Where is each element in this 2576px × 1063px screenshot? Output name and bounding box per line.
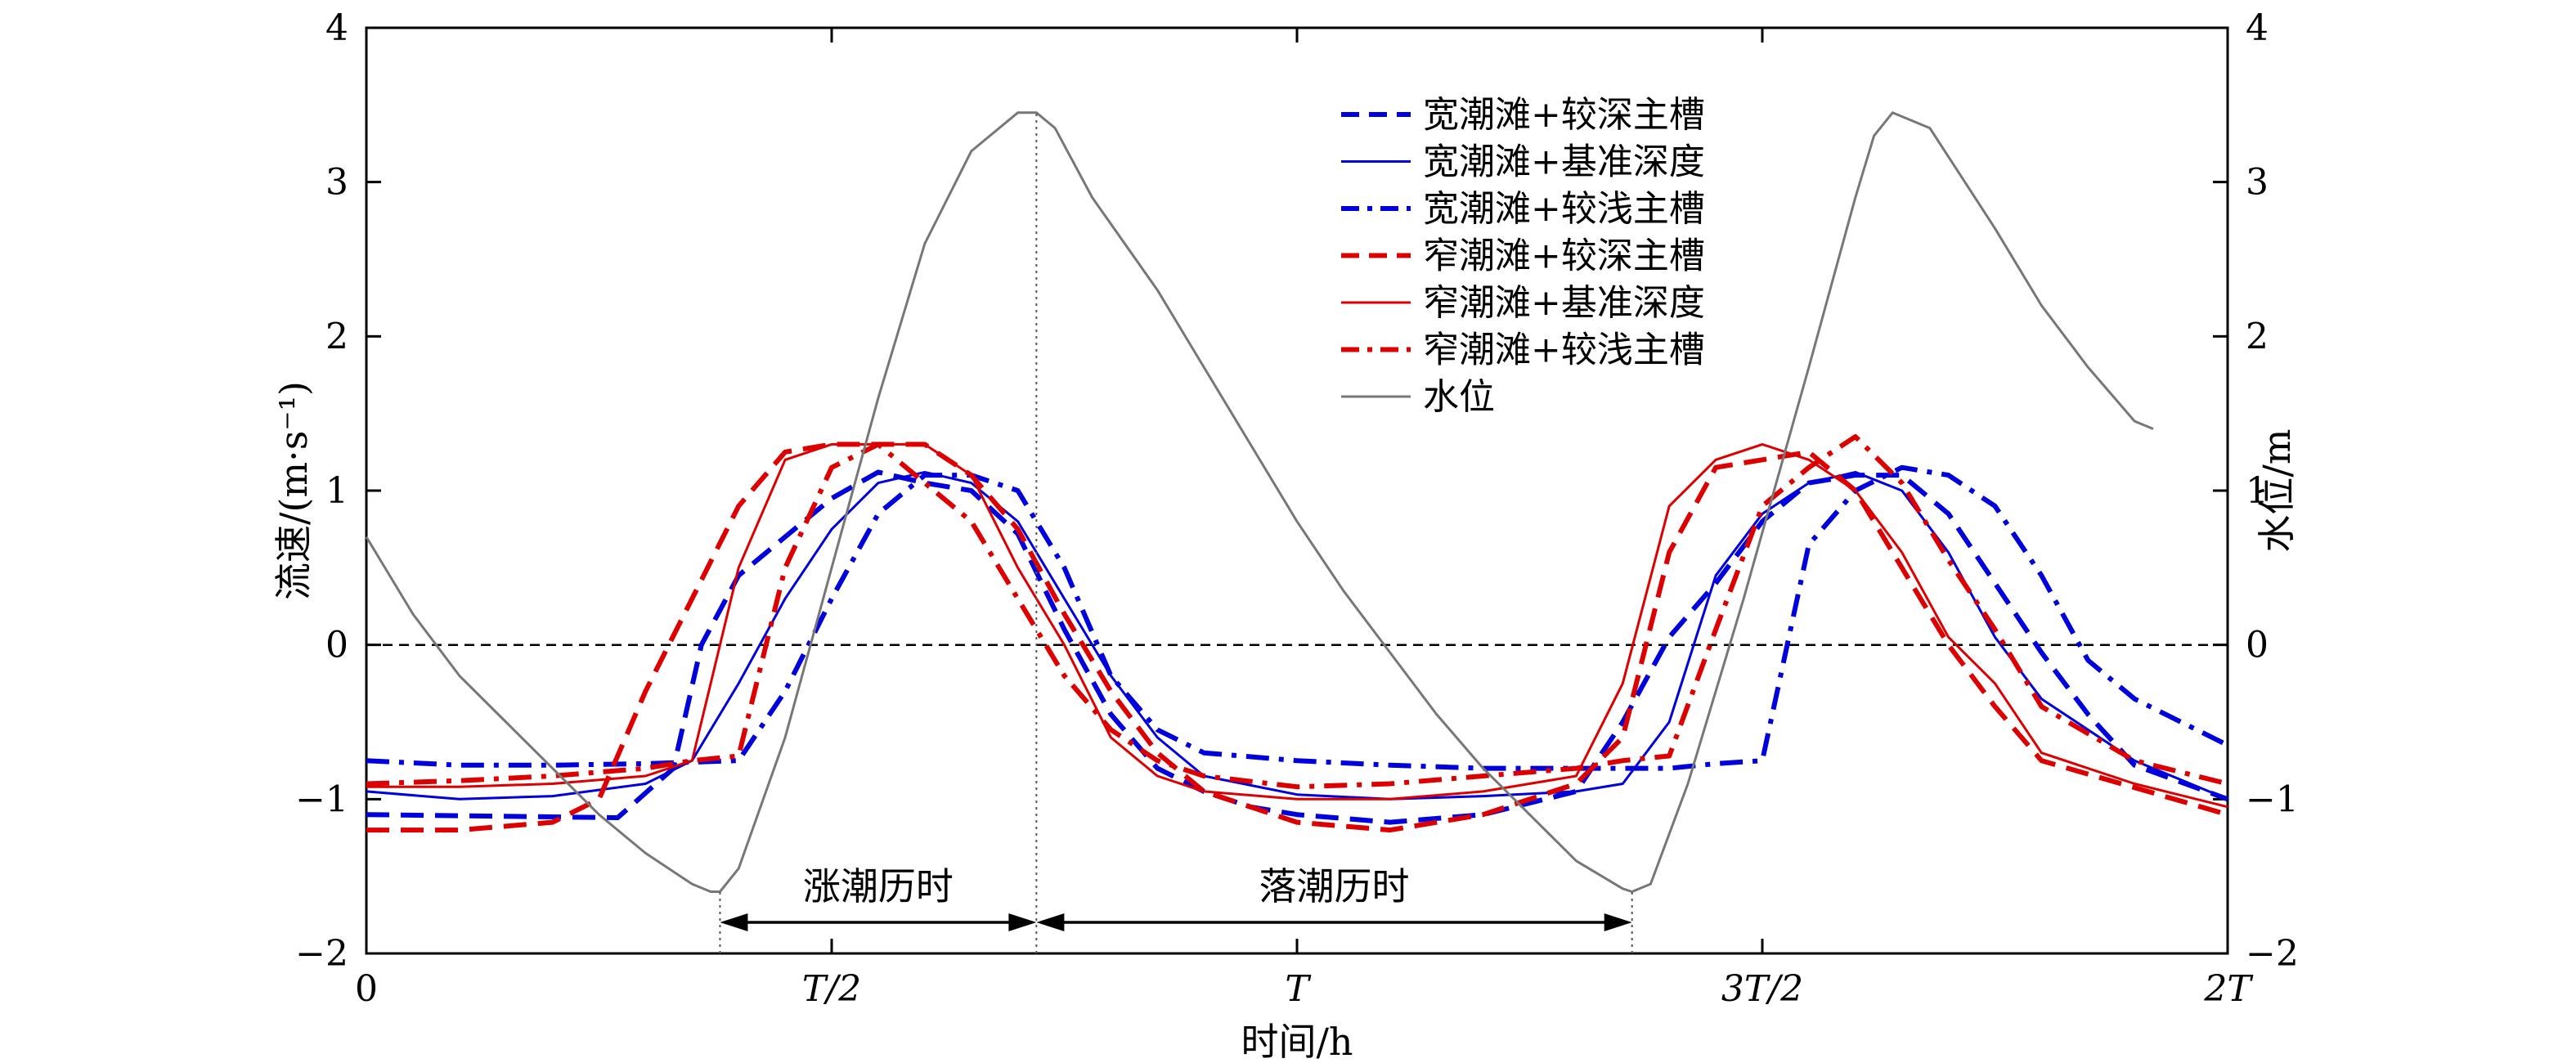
legend-label-1: 宽潮滩+基准深度 [1423,141,1705,183]
ebb-duration-arrow-head-right [1604,913,1632,931]
legend-label-2: 宽潮滩+较浅主槽 [1423,188,1705,230]
x-tick-label: 3T/2 [1721,968,1803,1010]
y-tick-label-left: −1 [295,778,348,820]
legend-label-3: 窄潮滩+较深主槽 [1423,235,1705,277]
y-tick-label-left: 0 [325,625,348,666]
series-layer [365,111,2229,893]
legend-label-5: 窄潮滩+较浅主槽 [1423,330,1705,371]
y-tick-label-left: −2 [295,933,348,975]
flood-duration-label: 涨潮历时 [803,864,954,908]
series-line-2 [366,464,2229,771]
series-line-0 [366,469,2229,825]
series-line-4 [366,442,2228,809]
flood-duration-arrow-head-right [1008,913,1037,931]
y-tick-label-right: 4 [2246,7,2269,49]
y-tick-label-right: 1 [2246,470,2269,512]
x-tick-label: 0 [355,968,378,1010]
y-tick-label-left: 2 [325,316,348,357]
y-tick-label-right: 0 [2246,625,2269,666]
y-tick-label-left: 4 [325,7,348,49]
y-tick-label-right: 2 [2246,316,2269,357]
ebb-duration-label: 落潮历时 [1259,864,1410,908]
y-tick-label-right: −1 [2246,778,2299,820]
x-tick-label: T [1285,968,1312,1010]
y-axis-title-right: 水位/m [2255,428,2299,552]
ebb-duration-arrow-head-left [1036,913,1065,931]
legend-label-0: 宽潮滩+较深主槽 [1423,94,1705,136]
flood-duration-arrow-head-left [720,913,748,931]
y-tick-label-left: 1 [325,470,348,512]
legend-label-6: 水位 [1423,376,1495,418]
annotations-layer: 涨潮历时 落潮历时 [719,112,1633,953]
series-line-5 [366,434,2228,790]
x-axis-title: 时间/h [1241,1020,1353,1063]
series-line-6 [365,111,2154,893]
x-tick-label: 2T [2203,968,2254,1010]
legend: 宽潮滩+较深主槽宽潮滩+基准深度宽潮滩+较浅主槽窄潮滩+较深主槽窄潮滩+基准深度… [1341,94,1705,418]
series-line-1 [366,470,2228,801]
y-tick-label-right: 3 [2246,162,2269,204]
y-tick-label-right: −2 [2246,933,2299,975]
y-axis-title-left: 流速/(m·s⁻¹) [272,381,316,600]
y-tick-label-left: 3 [325,162,348,204]
legend-label-4: 窄潮滩+基准深度 [1423,282,1705,324]
x-tick-label: T/2 [802,968,861,1010]
